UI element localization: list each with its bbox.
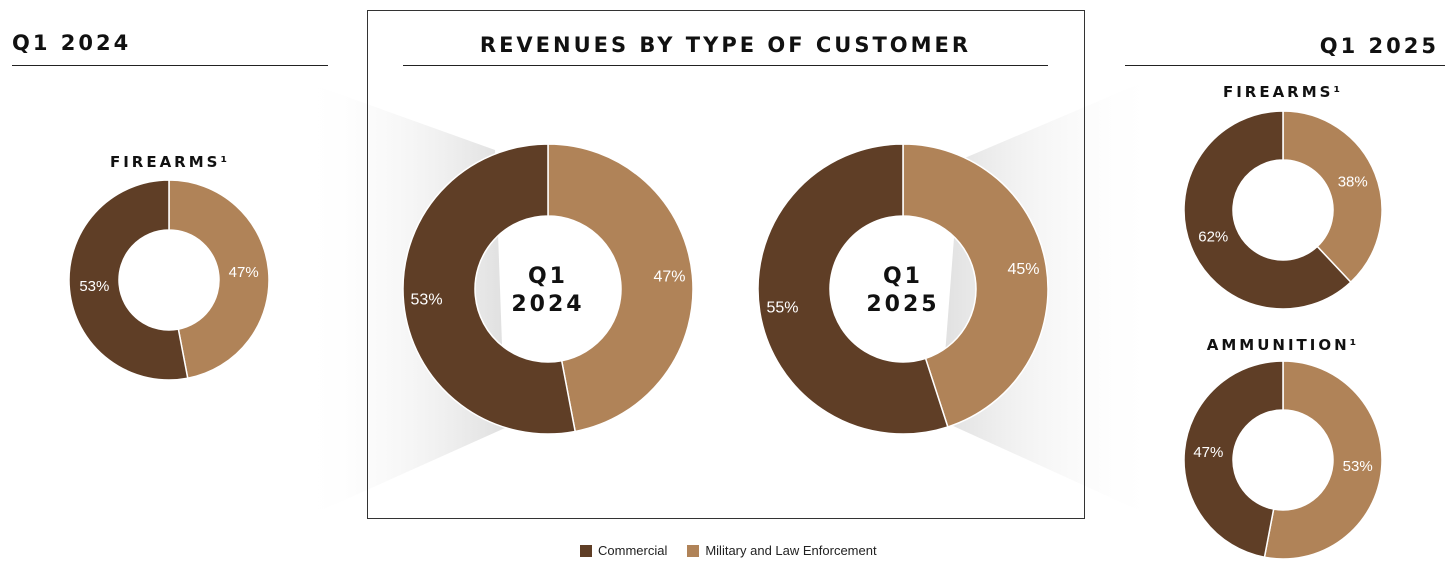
total-2024-label-commercial: 53%	[411, 292, 443, 309]
total-2024-slice-military	[547, 143, 694, 433]
firearms-2024-label-commercial: 53%	[79, 278, 109, 295]
center-panel-frame	[367, 10, 1085, 519]
total-2024-label-military: 47%	[653, 269, 685, 286]
legend-swatch-commercial	[580, 544, 592, 557]
firearms-2025-label-commercial: 62%	[1198, 229, 1228, 246]
legend-label-commercial: Commercial	[598, 543, 668, 558]
firearms-2025-title: FIREARMS¹	[1222, 83, 1344, 101]
ammunition-2025-slice-commercial	[1183, 360, 1284, 559]
legend-item-commercial: Commercial	[580, 543, 667, 558]
total-2024-center-label-line-2: 2024	[511, 292, 584, 317]
ammunition-2025-label-commercial: 47%	[1193, 444, 1223, 461]
firearms-2025-label-military: 38%	[1338, 173, 1368, 190]
total-2025-label-commercial: 55%	[766, 299, 798, 316]
right-header-rule	[1125, 65, 1445, 66]
firearms-2024-slice-military	[168, 179, 270, 380]
left-period-header: Q1 2024	[12, 31, 132, 55]
ammunition-2025-title: AMMUNITION¹	[1206, 336, 1360, 354]
firearms-2024-slice-commercial	[68, 179, 189, 381]
firearms-2025-slice-commercial	[1183, 110, 1352, 310]
legend-swatch-military	[687, 544, 700, 557]
legend: Commercial Military and Law Enforcement	[580, 543, 897, 558]
center-title-rule	[403, 65, 1048, 66]
total-2024-slice-commercial	[402, 143, 577, 435]
total-2024-center-label-line-1: Q1	[528, 264, 568, 289]
firearms-2024-label-military: 47%	[229, 264, 259, 281]
firearms-2024-title: FIREARMS¹	[109, 153, 231, 171]
ammunition-2025-label-military: 53%	[1343, 458, 1373, 475]
total-2025-slice-commercial	[757, 143, 949, 435]
center-title: REVENUES BY TYPE OF CUSTOMER	[479, 33, 972, 57]
left-header-rule	[12, 65, 328, 66]
legend-label-military: Military and Law Enforcement	[705, 543, 877, 558]
right-period-header: Q1 2025	[1319, 34, 1439, 58]
total-2025-center-label-line-2: 2025	[866, 292, 939, 317]
legend-item-military: Military and Law Enforcement	[687, 543, 877, 558]
ammunition-2025-slice-military	[1263, 360, 1383, 560]
total-2025-center-label-line-1: Q1	[883, 264, 923, 289]
total-2025-slice-military	[902, 143, 1049, 428]
firearms-2025-slice-military	[1282, 110, 1383, 284]
total-2025-label-military: 45%	[1007, 261, 1039, 278]
